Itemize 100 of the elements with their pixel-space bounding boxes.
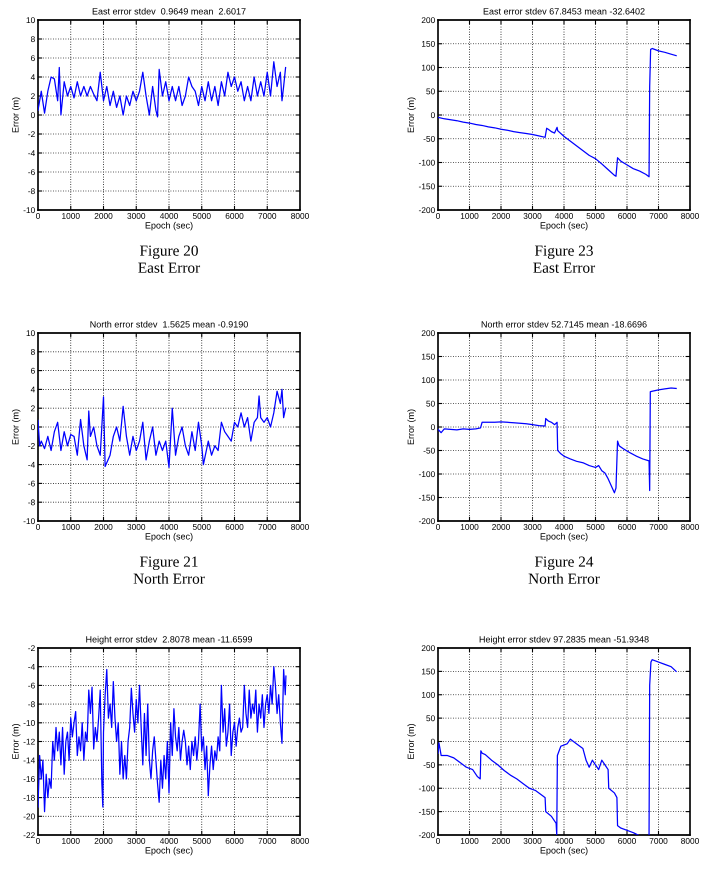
y-axis-title: Error (m) bbox=[12, 410, 20, 444]
x-tick-label: 5000 bbox=[586, 524, 604, 530]
y-axis-title: Error (m) bbox=[12, 724, 20, 759]
y-tick-label: -16 bbox=[24, 776, 35, 782]
x-tick-label: 0 bbox=[36, 213, 40, 219]
x-tick-label: 7000 bbox=[650, 838, 668, 844]
caption: Figure 20 bbox=[140, 245, 198, 259]
line-series bbox=[438, 387, 677, 494]
y-tick-label: 4 bbox=[30, 386, 35, 392]
text: North Error bbox=[134, 573, 205, 584]
y-axis-title: Error (m) bbox=[407, 410, 416, 444]
x-axis-title: Epoch (sec) bbox=[540, 222, 588, 230]
y-tick-label: -150 bbox=[418, 494, 435, 501]
chart-title: Height error stdev 2.8078 mean -11.6599 bbox=[86, 636, 252, 644]
x-tick-label: 2000 bbox=[492, 838, 510, 844]
y-tick-label: -22 bbox=[24, 832, 35, 838]
y-tick-label: -4 bbox=[28, 462, 35, 468]
x-tick-label: 8000 bbox=[681, 838, 699, 844]
y-tick-label: 50 bbox=[426, 88, 435, 94]
x-tick-label: 6000 bbox=[226, 213, 244, 219]
y-tick-label: -4 bbox=[28, 664, 35, 670]
y-tick-label: -10 bbox=[24, 518, 35, 524]
x-tick-label: 0 bbox=[436, 838, 440, 844]
y-tick-label: 8 bbox=[30, 36, 35, 42]
y-tick-label: -200 bbox=[418, 207, 435, 214]
x-tick-label: 4000 bbox=[554, 213, 573, 219]
y-tick-label: -50 bbox=[424, 136, 435, 142]
y-tick-label: -8 bbox=[28, 188, 35, 194]
x-tick-label: 8000 bbox=[681, 524, 699, 530]
x-tick-label: 3000 bbox=[524, 213, 542, 219]
y-tick-label: 200 bbox=[422, 645, 435, 652]
y-tick-label: 2 bbox=[31, 93, 35, 100]
y-tick-label: -10 bbox=[24, 720, 35, 726]
y-tick-label: -50 bbox=[424, 762, 435, 768]
caption: Figure 24 bbox=[534, 556, 594, 570]
x-tick-label: 7000 bbox=[258, 838, 276, 844]
y-tick-label: 100 bbox=[422, 64, 435, 71]
y-tick-label: -18 bbox=[24, 794, 35, 801]
y-tick-label: 10 bbox=[26, 17, 35, 24]
x-tick-label: 6000 bbox=[618, 838, 636, 844]
x-tick-label: 6000 bbox=[618, 524, 636, 530]
text: East Error bbox=[138, 262, 200, 273]
y-tick-label: -100 bbox=[418, 785, 435, 792]
x-tick-label: 4000 bbox=[554, 524, 573, 530]
line-series bbox=[438, 48, 677, 178]
x-tick-label: 1000 bbox=[460, 838, 478, 844]
x-axis-title: Epoch (sec) bbox=[146, 532, 193, 542]
x-tick-label: 0 bbox=[436, 213, 440, 219]
y-tick-label: 10 bbox=[26, 330, 35, 336]
y-tick-label: 0 bbox=[430, 112, 435, 118]
y-tick-label: -12 bbox=[24, 738, 35, 745]
y-axis-title: Error (m) bbox=[407, 98, 416, 132]
chart-title: East error stdev 0.9649 mean 2.6017 bbox=[92, 8, 246, 15]
y-tick-label: 100 bbox=[422, 377, 435, 384]
x-axis-title: Epoch (sec) bbox=[540, 846, 588, 856]
x-tick-label: 1000 bbox=[460, 524, 478, 530]
x-tick-label: 4000 bbox=[160, 213, 178, 219]
y-tick-label: -100 bbox=[418, 471, 435, 478]
y-tick-label: 150 bbox=[422, 40, 435, 47]
y-tick-label: 0 bbox=[430, 738, 435, 745]
x-tick-label: 7000 bbox=[650, 524, 668, 530]
y-tick-label: 150 bbox=[422, 668, 435, 674]
text: East Error bbox=[533, 262, 596, 273]
y-tick-label: -50 bbox=[424, 448, 435, 454]
y-tick-label: -2 bbox=[28, 443, 35, 449]
x-tick-label: 7000 bbox=[258, 524, 276, 530]
x-tick-label: 1000 bbox=[460, 213, 478, 219]
x-tick-label: 7000 bbox=[258, 213, 276, 219]
x-tick-label: 8000 bbox=[291, 838, 309, 844]
x-tick-label: 2000 bbox=[94, 838, 112, 844]
x-tick-label: 6000 bbox=[226, 524, 244, 530]
y-tick-label: 100 bbox=[422, 692, 435, 698]
x-tick-label: 2000 bbox=[94, 524, 112, 530]
chart-title: East error stdev 67.8453 mean -32.6402 bbox=[484, 8, 645, 15]
x-tick-label: 1000 bbox=[62, 838, 80, 844]
line-series bbox=[38, 666, 287, 812]
y-tick-label: -6 bbox=[28, 169, 35, 176]
chart-title: North error stdev 1.5625 mean -0.9190 bbox=[90, 320, 248, 328]
y-tick-label: 2 bbox=[31, 405, 35, 412]
y-tick-label: -200 bbox=[418, 832, 435, 838]
x-tick-label: 2000 bbox=[492, 213, 510, 219]
y-tick-label: -14 bbox=[24, 757, 35, 764]
chart-title: Height error stdev 97.2835 mean -51.9348 bbox=[480, 636, 649, 644]
y-tick-label: 200 bbox=[422, 330, 435, 336]
y-tick-label: -150 bbox=[418, 183, 435, 190]
x-tick-label: 6000 bbox=[226, 838, 244, 844]
text: North Error bbox=[528, 573, 600, 584]
x-tick-label: 0 bbox=[36, 524, 40, 530]
x-tick-label: 2000 bbox=[94, 213, 112, 219]
y-tick-label: -10 bbox=[24, 207, 35, 214]
y-tick-label: 4 bbox=[30, 74, 35, 80]
x-tick-label: 8000 bbox=[681, 213, 699, 219]
caption: Figure 21 bbox=[140, 556, 198, 570]
x-tick-label: 4000 bbox=[554, 838, 573, 844]
y-tick-label: -2 bbox=[28, 645, 35, 652]
x-tick-label: 5000 bbox=[192, 524, 211, 530]
y-tick-label: -20 bbox=[24, 814, 35, 820]
x-tick-label: 1000 bbox=[62, 213, 80, 219]
x-tick-label: 5000 bbox=[586, 838, 604, 844]
x-tick-label: 0 bbox=[36, 838, 40, 844]
